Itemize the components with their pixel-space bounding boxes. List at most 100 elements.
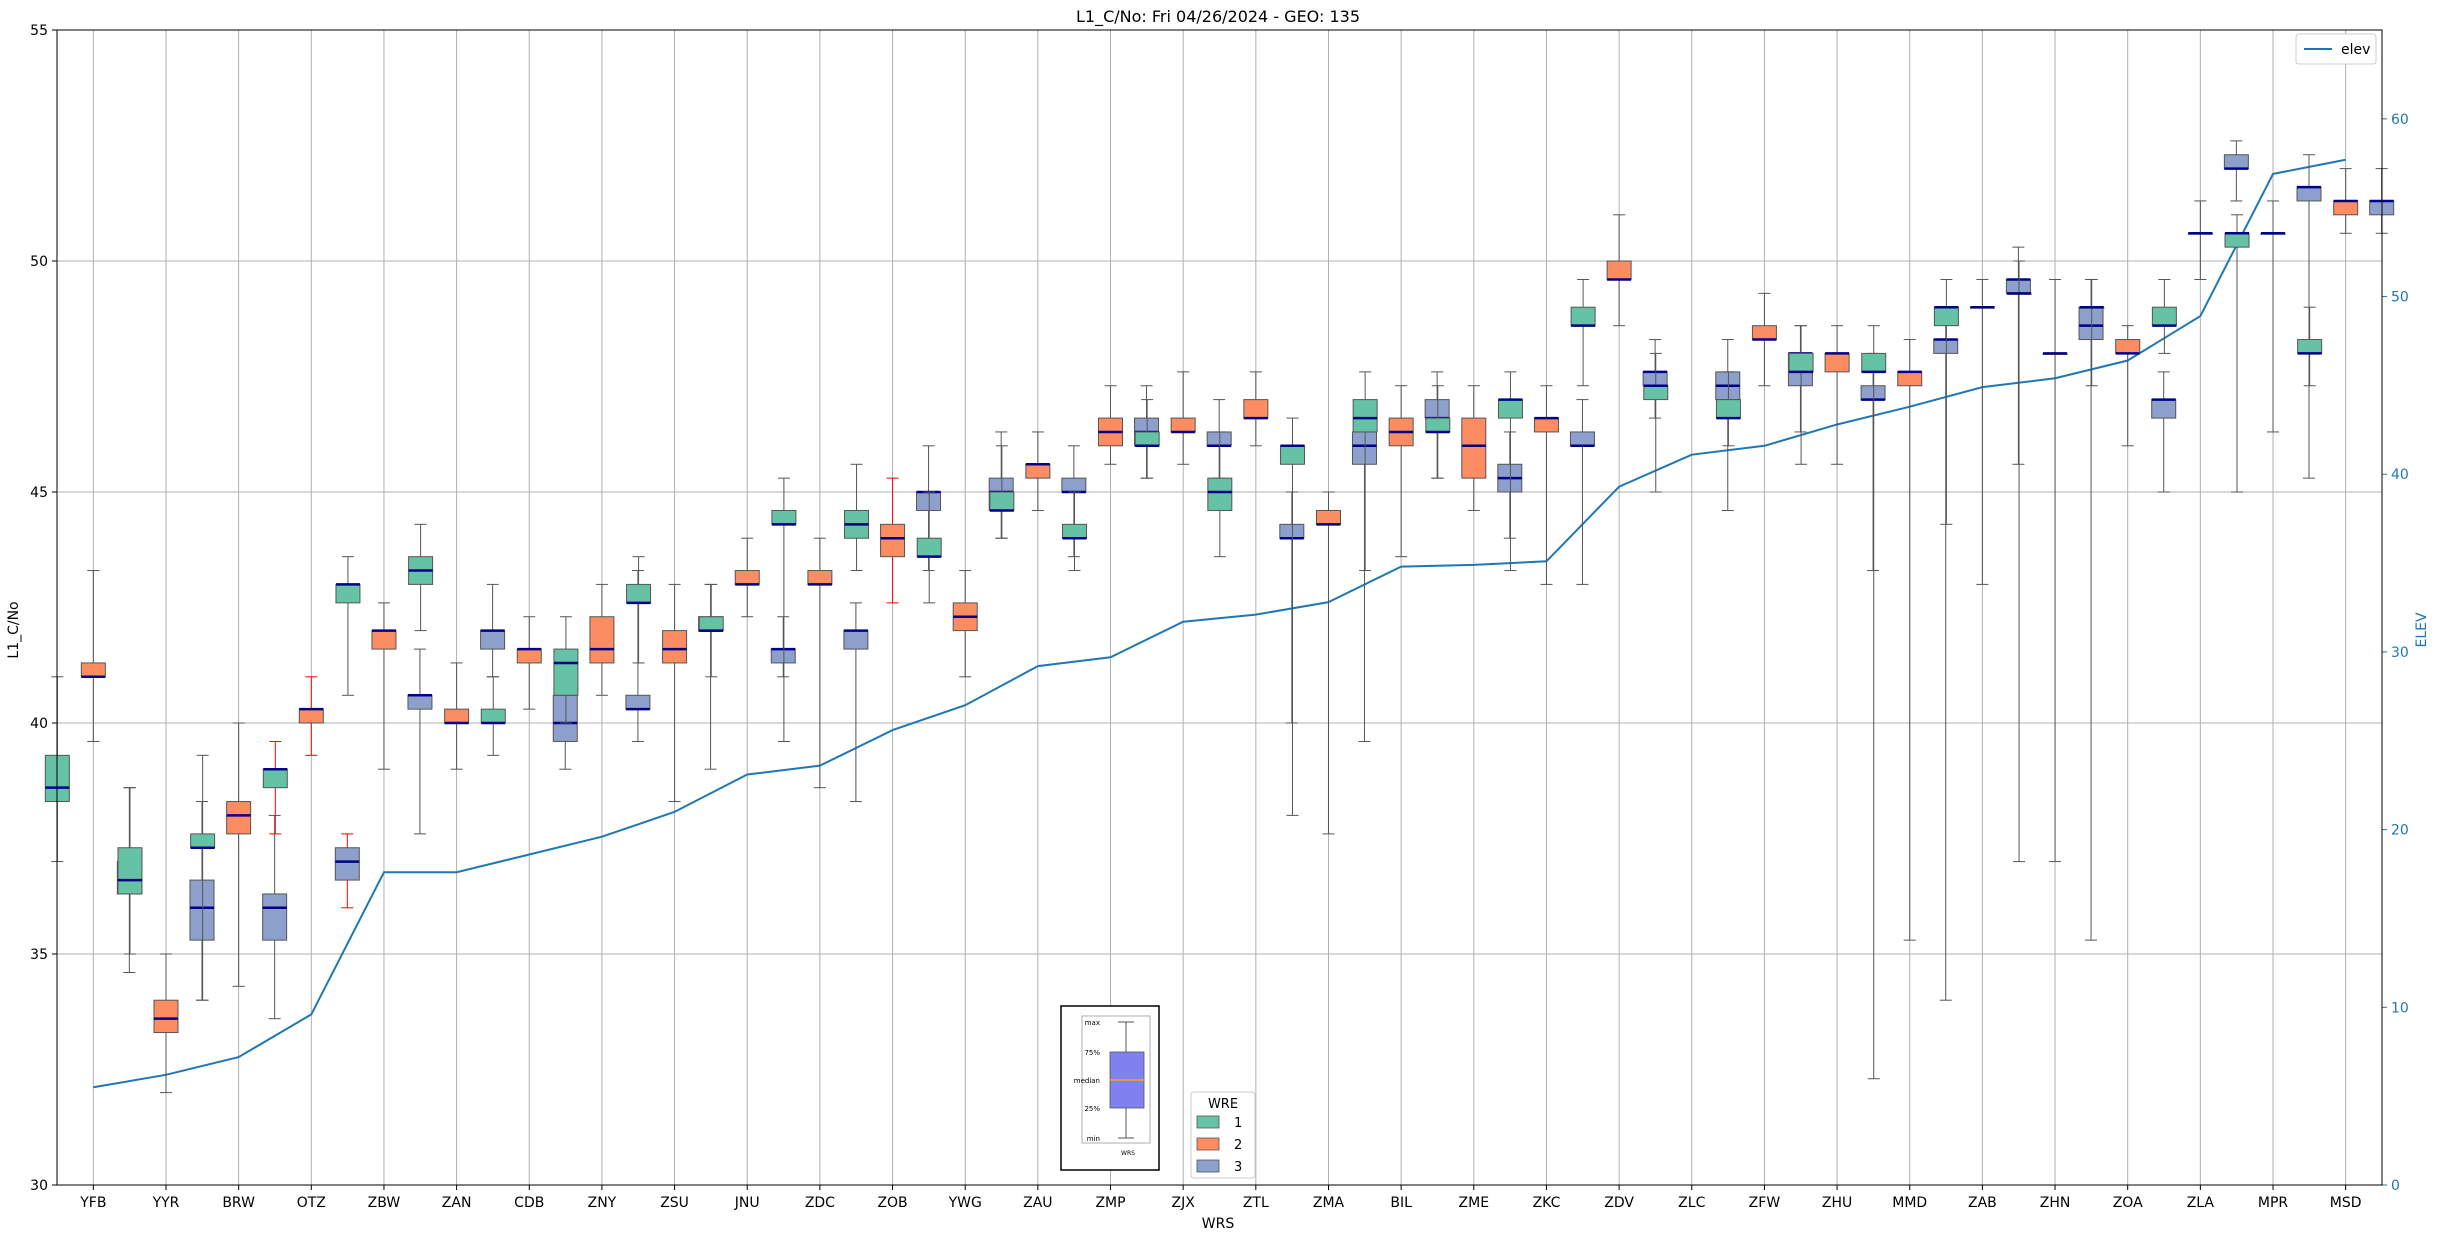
box-iqr [2298,340,2322,354]
wre-legend-label-3: 3 [1234,1160,1242,1175]
x-tick-label: ZNY [588,1195,617,1211]
box-iqr [1280,524,1304,538]
y-tick-label: 35 [30,947,48,963]
box-iqr [81,663,105,677]
box-iqr [335,848,359,880]
x-tick-label: ZMP [1095,1195,1125,1211]
box-iqr [263,894,287,940]
box-iqr [1570,432,1594,446]
key-label-min: min [1087,1135,1100,1143]
key-label-q1: 25% [1084,1105,1100,1113]
box-iqr [154,1000,178,1032]
box-iqr [190,880,214,940]
y2-tick-label: 30 [2391,645,2409,661]
box-iqr [1171,418,1195,432]
box-iqr [1316,510,1340,524]
box-iqr [1643,372,1667,386]
x-tick-label: JNU [734,1195,760,1211]
x-tick-label: ZFW [1749,1195,1781,1211]
box-iqr [735,571,759,585]
box-iqr [1207,432,1231,446]
x-tick-label: ZBW [368,1195,401,1211]
wre-legend-title: WRE [1208,1097,1238,1112]
box-iqr [881,524,905,556]
box-iqr [1062,478,1086,492]
box-iqr [553,695,577,741]
key-label-q3: 75% [1084,1049,1100,1057]
x-tick-label: ZLC [1678,1195,1705,1211]
x-axis-label: WRS [1202,1216,1235,1232]
key-label-max: max [1085,1019,1100,1027]
box-iqr [2006,279,2030,293]
box-iqr [336,584,360,602]
box-iqr [699,617,723,631]
x-tick-label: OTZ [297,1195,326,1211]
y2-tick-label: 60 [2391,112,2409,128]
box-iqr [1534,418,1558,432]
box-iqr [227,802,251,834]
box-iqr [808,571,832,585]
y-axis-label: L1_C/No [6,601,22,658]
box-iqr [1498,400,1522,418]
box-iqr [663,631,687,663]
box-iqr [1426,418,1450,432]
box-iqr [372,631,396,649]
box-iqr [990,492,1014,510]
box-iqr [1571,307,1595,325]
y2-tick-label: 50 [2391,290,2409,306]
box-iqr [771,649,795,663]
key-xlabel: WRS [1121,1150,1135,1157]
box-iqr [481,709,505,723]
box-iqr [445,709,469,723]
box-iqr [2224,155,2248,169]
x-tick-label: ZHN [2040,1195,2071,1211]
wre-legend-label-2: 2 [1234,1138,1242,1153]
x-tick-label: ZMA [1313,1195,1345,1211]
elev-legend-label: elev [2341,42,2370,58]
y-tick-label: 40 [30,716,48,732]
box-iqr [1280,446,1304,464]
box-iqr [263,769,287,787]
wre-legend-label-1: 1 [1234,1116,1242,1131]
box-iqr [1462,418,1486,478]
x-tick-label: ZOB [877,1195,907,1211]
x-tick-label: ZLA [2187,1195,2215,1211]
box-iqr [2116,340,2140,354]
x-tick-label: ZJX [1172,1195,1196,1211]
box-iqr [2079,307,2103,339]
y2-tick-label: 20 [2391,823,2409,839]
y-tick-label: 50 [30,254,48,270]
box-iqr [1825,353,1849,371]
box-iqr [1789,353,1813,371]
y2-tick-label: 40 [2391,467,2409,483]
box-key-diagram: max 75% median 25% min WRS [1061,1006,1159,1170]
box-iqr [1208,478,1232,510]
box-iqr [1862,353,1886,371]
box-iqr [1934,307,1958,325]
box-iqr [2152,307,2176,325]
box-iqr [299,709,323,723]
box-iqr [1063,524,1087,538]
y2-tick-label: 10 [2391,1000,2409,1016]
x-tick-label: MSD [2330,1195,2362,1211]
box-iqr [554,649,578,695]
x-tick-label: YYR [152,1195,180,1211]
box-iqr [1352,432,1376,464]
box-iqr [1135,432,1159,446]
box-iqr [844,631,868,649]
box-iqr [408,695,432,709]
box-iqr [2334,201,2358,215]
box-iqr [1644,386,1668,400]
y2-axis-label: ELEV [2414,612,2430,647]
box-iqr [191,834,215,848]
x-tick-label: YFB [79,1195,106,1211]
box-iqr [772,510,796,524]
key-label-median: median [1074,1077,1100,1085]
box-iqr [517,649,541,663]
x-tick-label: ZSU [660,1195,689,1211]
elev-legend: elev [2296,34,2376,64]
y2-tick-label: 0 [2391,1178,2400,1194]
x-tick-label: ZAB [1968,1195,1997,1211]
